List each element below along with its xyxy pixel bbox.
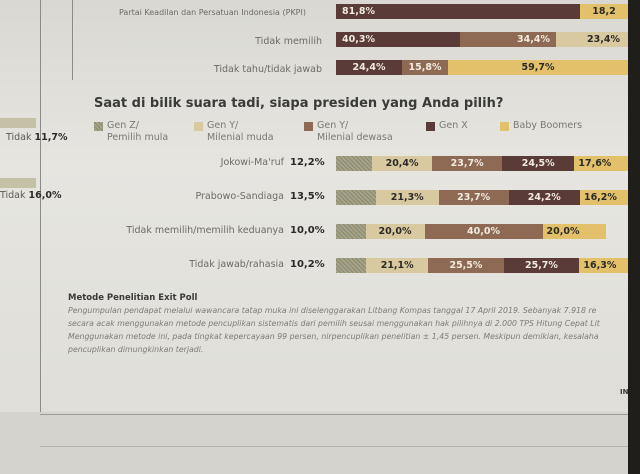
bar-segment-gen-y-milenial-dewasa-tidak-jawab-rahasia: 25,5% (428, 258, 504, 273)
bar-tidak-memilih-seg-3: 23,4% (556, 32, 628, 47)
method-line-2: secara acak menggunakan metode pencuplik… (68, 319, 600, 328)
legend-swatch-genx (426, 122, 435, 131)
bar-segment-gen-y-milenial-muda-tidak-memilih-memilih-keduanya: 20,0% (365, 224, 425, 239)
bar-segment-gen-y-milenial-muda-tidak-jawab-rahasia: 21,1% (366, 258, 429, 273)
bar-segment-gen-x-jokowi-ma-ruf: 24,5% (502, 156, 575, 171)
bar-jokowi-ma-ruf: 20,4% 23,7% 24,5% 17,6% (336, 156, 628, 171)
bar-segment-gen-z-pemilih-mula-prabowo-sandiaga (336, 190, 376, 205)
bar-tidak-jawab-rahasia: 21,1% 25,5% 25,7% 16,3% (336, 258, 628, 273)
legend-swatch-geny-muda (194, 122, 203, 131)
lower-page-area (0, 412, 628, 474)
legend-swatch-geny-dewasa (304, 122, 313, 131)
legend-swatch-genz (94, 122, 103, 131)
category-label-tidak-memilih-memilih-keduanya: Tidak memilih/memilih keduanya (126, 225, 284, 236)
bar-segment-baby-boomers-tidak-jawab-rahasia: 16,3% (579, 258, 628, 273)
bar-segment-gen-x-tidak-jawab-rahasia: 25,7% (503, 258, 580, 273)
bar-segment-baby-boomers-prabowo-sandiaga: 16,2% (579, 190, 628, 205)
side-bar-2 (0, 178, 36, 188)
side-text-1: Tidak 11,7% (6, 132, 68, 143)
category-label-jokowi-ma-ruf: Jokowi-Ma'ruf (220, 157, 284, 168)
bar-pkpi-seg-2: 18,2 (580, 4, 628, 19)
value-label-genz-tidak-memilih-memilih-keduanya: 10,0% (290, 225, 325, 236)
value-label-genz-jokowi-ma-ruf: 12,2% (290, 157, 325, 168)
bar-tidak-memilih-seg-1: 40,3% (336, 32, 460, 47)
corner-text: IN (620, 388, 628, 396)
side-bar-1 (0, 118, 36, 128)
row-label-tidak-tahu: Tidak tahu/tidak jawab (213, 64, 322, 75)
bar-pkpi: 81,8% 18,2 (336, 4, 628, 19)
bar-pkpi-seg-1: 81,8% (336, 4, 580, 19)
bar-segment-gen-y-milenial-muda-prabowo-sandiaga: 21,3% (375, 190, 439, 205)
bar-segment-gen-z-pemilih-mula-jokowi-ma-ruf (336, 156, 372, 171)
bar-tidak-memilih: 40,3% 34,4% 23,4% (336, 32, 628, 47)
row-label-pkpi: Partai Keadilan dan Persatuan Indonesia … (118, 8, 306, 17)
chart-title: Saat di bilik suara tadi, siapa presiden… (94, 96, 504, 111)
bar-segment-gen-y-milenial-dewasa-prabowo-sandiaga: 23,7% (438, 190, 509, 205)
bar-tidak-tahu-seg-3: 59,7% (448, 60, 628, 75)
method-line-1: Pengumpulan pendapat melalui wawancara t… (68, 306, 597, 315)
bar-segment-baby-boomers-jokowi-ma-ruf: 17,6% (574, 156, 628, 171)
bar-tidak-memilih-seg-2: 34,4% (460, 32, 556, 47)
bar-tidak-tahu-seg-1: 24,4% (336, 60, 402, 75)
rule-line (40, 414, 628, 415)
row-label-tidak-memilih: Tidak memilih (255, 36, 322, 47)
method-title: Metode Penelitian Exit Poll (68, 293, 198, 303)
column-divider (40, 0, 41, 474)
method-line-3: Menggunakan metode ini, pada tingkat kep… (68, 332, 599, 341)
legend-geny-dewasa: Gen Y/Milenial dewasa (317, 120, 393, 143)
method-line-4: pencuplikan dimungkinkan terjadi. (68, 345, 204, 354)
bar-segment-gen-y-milenial-dewasa-tidak-memilih-memilih-keduanya: 40,0% (424, 224, 543, 239)
legend-genx: Gen X (439, 120, 468, 131)
category-label-tidak-jawab-rahasia: Tidak jawab/rahasia (189, 259, 284, 270)
bar-segment-gen-y-milenial-muda-jokowi-ma-ruf: 20,4% (371, 156, 433, 171)
legend-geny-muda: Gen Y/Milenial muda (207, 120, 274, 143)
category-label-prabowo-sandiaga: Prabowo-Sandiaga (195, 191, 284, 202)
bar-segment-gen-x-prabowo-sandiaga: 24,2% (508, 190, 580, 205)
rule-line-2 (40, 446, 628, 447)
legend-baby-boomers: Baby Boomers (513, 120, 583, 131)
bar-segment-gen-y-milenial-dewasa-jokowi-ma-ruf: 23,7% (432, 156, 503, 171)
bar-tidak-tahu: 24,4% 15,8% 59,7% (336, 60, 628, 75)
column-divider-top (72, 0, 73, 80)
legend-genz: Gen Z/Pemilih mula (107, 120, 169, 143)
bar-tidak-tahu-seg-2: 15,8% (402, 60, 448, 75)
bar-tidak-memilih-memilih-keduanya: 20,0% 40,0% 20,0% (336, 224, 628, 239)
legend-swatch-baby-boomers (500, 122, 509, 131)
bar-segment-gen-z-pemilih-mula-tidak-jawab-rahasia (336, 258, 367, 273)
value-label-genz-tidak-jawab-rahasia: 10,2% (290, 259, 325, 270)
side-text-2: Tidak 16,0% (0, 190, 62, 201)
bar-segment-baby-boomers-tidak-memilih-memilih-keduanya: 20,0% (542, 224, 606, 239)
page-edge-shadow (628, 0, 640, 474)
bar-prabowo-sandiaga: 21,3% 23,7% 24,2% 16,2% (336, 190, 628, 205)
value-label-genz-prabowo-sandiaga: 13,5% (290, 191, 325, 202)
bar-segment-gen-z-pemilih-mula-tidak-memilih-memilih-keduanya (336, 224, 366, 239)
